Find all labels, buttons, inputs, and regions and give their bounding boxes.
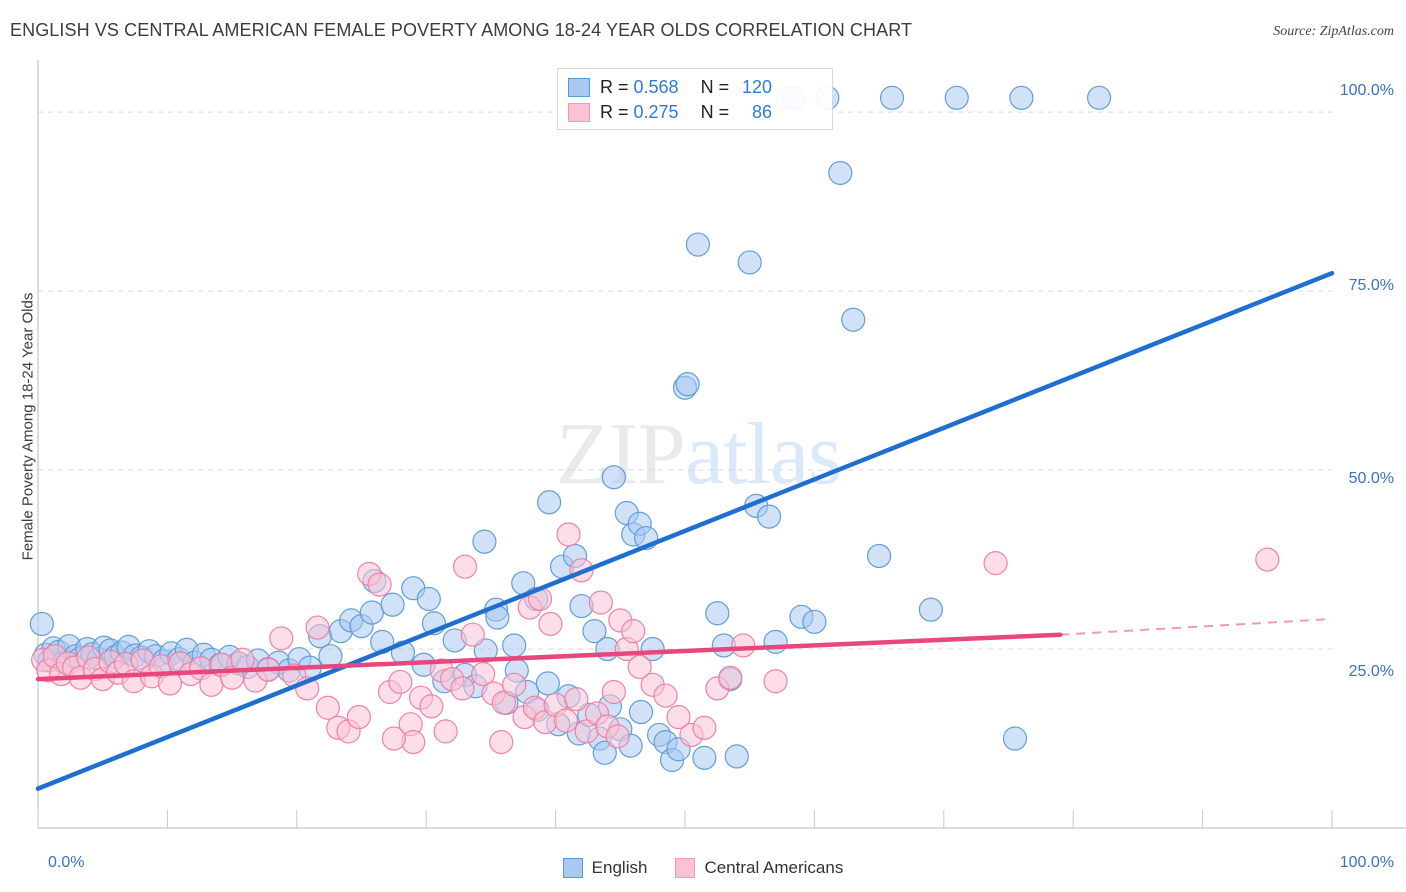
data-point xyxy=(1255,547,1280,572)
data-point xyxy=(489,729,514,755)
data-point xyxy=(666,704,691,730)
data-point xyxy=(705,601,730,626)
data-point xyxy=(535,671,560,696)
n-label-central-americans: N = xyxy=(700,102,730,122)
data-point xyxy=(537,490,562,515)
y-tick-25: 25.0% xyxy=(1348,663,1394,680)
r-label-central-americans: R = xyxy=(600,102,629,122)
n-label-english: N = xyxy=(700,77,730,97)
source-attribution: Source: ZipAtlas.com xyxy=(1273,24,1394,39)
data-point xyxy=(471,661,496,687)
data-point xyxy=(627,654,652,680)
stats-legend-row-central-americans: R = 0.275 N = 86 xyxy=(568,100,822,125)
data-point xyxy=(605,724,630,749)
x-tick-max: 100.0% xyxy=(1339,854,1394,871)
legend-item-english[interactable]: English xyxy=(562,858,648,878)
data-point xyxy=(1009,85,1034,110)
r-value-central-americans: 0.275 xyxy=(633,102,679,122)
data-point xyxy=(388,669,413,695)
data-point xyxy=(731,633,756,658)
data-point xyxy=(737,250,762,275)
page-title: ENGLISH VS CENTRAL AMERICAN FEMALE POVER… xyxy=(10,20,913,40)
data-point xyxy=(685,232,711,257)
data-point xyxy=(692,745,717,770)
data-point xyxy=(841,307,866,332)
data-point xyxy=(601,465,626,490)
x-tick-min: 0.0% xyxy=(48,854,85,871)
data-point xyxy=(675,372,700,397)
data-point xyxy=(502,633,527,658)
data-point xyxy=(315,695,340,720)
data-point xyxy=(433,719,458,744)
trendline-english xyxy=(35,270,1335,791)
data-point xyxy=(29,611,54,637)
central-americans-legend-swatch-icon xyxy=(675,858,696,878)
data-point xyxy=(473,638,498,663)
data-point xyxy=(879,85,905,110)
data-point xyxy=(502,672,527,697)
data-point xyxy=(588,590,613,615)
series-legend: English Central Americans xyxy=(0,858,1406,878)
english-legend-swatch-icon xyxy=(562,858,583,878)
data-point xyxy=(553,708,579,733)
data-point xyxy=(718,665,743,690)
data-point xyxy=(556,522,581,547)
data-point xyxy=(564,687,589,712)
data-point xyxy=(359,600,384,625)
data-point xyxy=(802,609,827,634)
data-point xyxy=(419,694,444,719)
legend-item-central-americans[interactable]: Central Americans xyxy=(675,858,843,878)
trendline-central-americans xyxy=(35,632,1063,682)
english-swatch-icon xyxy=(568,78,590,97)
y-tick-50: 50.0% xyxy=(1348,470,1394,487)
legend-label-english: English xyxy=(591,858,648,877)
data-point xyxy=(763,629,788,654)
data-point xyxy=(582,619,607,644)
data-point xyxy=(653,683,678,708)
data-point xyxy=(538,611,563,637)
r-label-english: R = xyxy=(600,77,629,97)
data-point xyxy=(199,672,224,697)
data-point xyxy=(621,619,646,644)
data-point xyxy=(592,740,617,765)
y-tick-75: 75.0% xyxy=(1348,277,1394,294)
central-americans-swatch-icon xyxy=(568,103,590,122)
series-points-english xyxy=(29,85,1112,773)
y-tick-100: 100.0% xyxy=(1339,82,1394,99)
data-point xyxy=(269,626,294,651)
data-point xyxy=(692,715,717,740)
data-point xyxy=(918,597,943,622)
data-point xyxy=(416,586,441,612)
n-value-central-americans: 86 xyxy=(752,102,773,122)
data-point xyxy=(472,529,497,554)
data-point xyxy=(944,85,969,110)
data-point xyxy=(628,699,654,725)
r-value-english: 0.568 xyxy=(633,77,679,97)
data-point xyxy=(983,551,1008,576)
data-point xyxy=(452,554,478,579)
data-point xyxy=(1002,726,1028,751)
data-point xyxy=(346,704,372,730)
data-point xyxy=(381,726,406,751)
data-point xyxy=(380,592,405,617)
data-point xyxy=(866,543,892,569)
data-point xyxy=(1086,85,1112,110)
trendline-extrapolation-central-americans xyxy=(1060,617,1333,636)
data-point xyxy=(305,615,330,640)
data-point xyxy=(491,690,516,715)
stats-legend: R = 0.568 N = 120 R = 0.275 N = 86 xyxy=(557,68,833,130)
data-point xyxy=(367,572,392,597)
data-point xyxy=(757,504,782,529)
data-point xyxy=(763,669,788,694)
stats-legend-row-english: R = 0.568 N = 120 xyxy=(568,75,822,100)
data-point xyxy=(460,622,485,647)
n-value-english: 120 xyxy=(742,77,773,97)
data-point xyxy=(724,744,749,769)
legend-label-central-americans: Central Americans xyxy=(704,858,844,877)
data-point xyxy=(450,676,475,701)
data-point xyxy=(828,160,853,186)
data-point xyxy=(601,679,626,705)
